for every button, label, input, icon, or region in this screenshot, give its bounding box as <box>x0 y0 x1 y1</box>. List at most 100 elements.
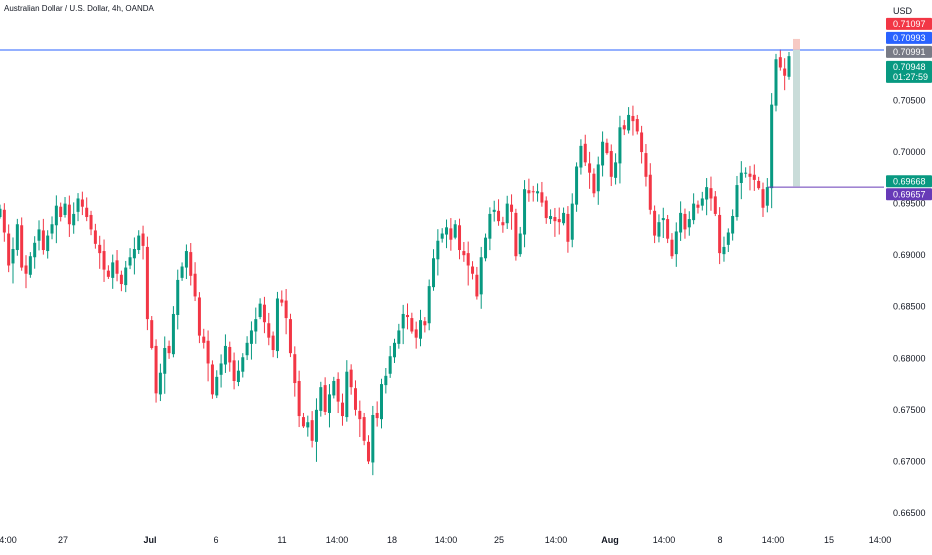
candle-body <box>644 153 648 177</box>
candle-body <box>575 166 579 205</box>
candle-body <box>731 215 735 234</box>
candle-body <box>501 222 505 226</box>
candle-body <box>488 213 492 239</box>
candle-body <box>37 229 41 241</box>
candle-body <box>570 203 574 240</box>
x-tick-label: 18 <box>387 535 397 545</box>
candle-body <box>631 115 635 122</box>
currency-label: USD <box>893 6 913 16</box>
price-label-text: 0.70993 <box>893 33 926 43</box>
candle-body <box>206 340 210 364</box>
candle-body <box>479 257 483 295</box>
price-label-text: 0.70948 <box>893 62 926 72</box>
candle-body <box>306 422 310 428</box>
candle-body <box>709 188 713 199</box>
candle-body <box>653 210 657 236</box>
candle-body <box>111 262 115 278</box>
y-tick-label: 0.66500 <box>893 508 926 518</box>
candle-body <box>254 319 258 332</box>
candle-body <box>41 230 45 251</box>
candle-body <box>271 335 275 351</box>
candle-body <box>371 415 375 463</box>
candle-body <box>484 237 488 259</box>
candle-body <box>718 214 722 254</box>
candle-body <box>783 68 787 76</box>
candle-body <box>557 219 561 223</box>
candle-body <box>440 233 444 239</box>
time-axis[interactable]: 4:00 27 Jul 6 11 14:00 18 14:00 25 14:00 Aug 14:00 8… <box>0 535 891 545</box>
candle-body <box>288 319 292 354</box>
candle-body <box>210 364 214 395</box>
candle-body <box>601 141 605 166</box>
y-tick-label: 0.67000 <box>893 456 926 466</box>
x-tick-label: 11 <box>277 535 286 545</box>
candle-body <box>410 318 414 332</box>
candle-body <box>648 174 652 210</box>
candle-body <box>232 360 236 381</box>
price-axis[interactable]: 0.70500 0.70000 0.69500 0.69000 0.68500 0.680… <box>893 95 926 517</box>
candle-body <box>393 342 396 358</box>
y-tick-label: 0.70500 <box>893 95 926 105</box>
candle-body <box>379 384 383 420</box>
candle-body <box>241 357 245 372</box>
candle-body <box>150 320 154 348</box>
candle-body <box>445 227 449 235</box>
candle-body <box>301 417 305 427</box>
candle-body <box>137 235 141 251</box>
candle-body <box>757 180 761 189</box>
candle-body <box>340 402 344 417</box>
candle-body <box>566 213 570 242</box>
candle-body <box>583 143 587 163</box>
candle-body <box>635 119 639 132</box>
forecast-target-zone <box>793 38 800 50</box>
candle-body <box>258 303 262 318</box>
candle-body <box>228 346 232 363</box>
candle-body <box>280 299 284 303</box>
candles <box>0 49 791 476</box>
candle-body <box>562 212 566 224</box>
candle-body <box>362 417 366 441</box>
candle-body <box>353 388 357 410</box>
price-label <box>886 60 932 83</box>
y-tick-label: 0.68500 <box>893 302 926 312</box>
candle-body <box>314 409 318 442</box>
candle-body <box>236 370 240 383</box>
candle-body <box>46 235 50 252</box>
candle-body <box>219 363 223 375</box>
candle-body <box>67 204 71 225</box>
candle-body <box>618 127 622 164</box>
candle-body <box>414 329 418 338</box>
candle-body <box>761 189 765 208</box>
candle-body <box>696 204 700 208</box>
candle-body <box>180 266 184 278</box>
candle-body <box>397 330 401 344</box>
forecast-stop-zone <box>793 49 800 187</box>
candle-body <box>523 189 527 235</box>
candle-body <box>2 209 6 233</box>
candle-body <box>700 198 704 206</box>
candle-body <box>453 224 457 238</box>
candle-body <box>679 212 683 233</box>
candle-body <box>0 208 2 218</box>
candle-body <box>293 354 297 384</box>
price-label-text: 0.70991 <box>893 47 926 57</box>
candle-body <box>384 375 388 386</box>
candle-body <box>553 217 557 222</box>
candle-body <box>85 207 89 218</box>
candle-body <box>471 266 475 274</box>
candle-body <box>787 56 791 77</box>
candle-body <box>262 304 266 323</box>
candle-body <box>366 441 370 462</box>
chart-title: Australian Dollar / U.S. Dollar, 4h, OAN… <box>4 4 154 13</box>
x-tick-label: 14:00 <box>869 535 892 545</box>
candle-body <box>319 387 323 411</box>
candle-body <box>462 251 466 256</box>
candle-body <box>661 218 665 221</box>
candle-body <box>778 57 782 68</box>
candle-body <box>132 248 136 259</box>
y-tick-label: 0.69000 <box>893 250 926 260</box>
candle-body <box>436 240 440 260</box>
candle-body <box>167 345 171 354</box>
